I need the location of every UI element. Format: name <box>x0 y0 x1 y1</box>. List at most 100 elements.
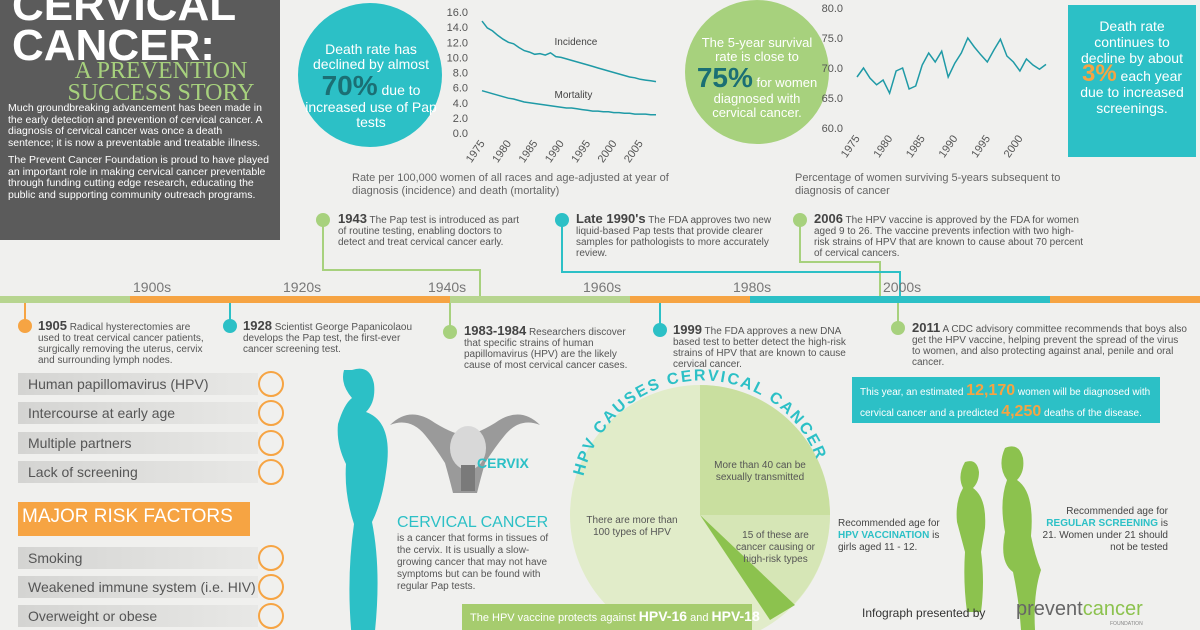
pie-label: 15 of these are cancer causing or high-r… <box>736 530 815 565</box>
risk-factor: Lack of screening <box>18 461 258 483</box>
x-tick-label: 2005 <box>622 138 646 165</box>
series-line <box>481 89 656 116</box>
connectors <box>322 220 881 296</box>
event-dots <box>18 213 905 339</box>
paragraph: Much groundbreaking advancement has been… <box>8 102 262 149</box>
series-label: Incidence <box>555 37 598 48</box>
event-year: 1928 <box>243 318 272 333</box>
risk-factor: Human papillomavirus (HPV) <box>18 373 258 395</box>
presented-by: Infograph presented by <box>862 606 986 620</box>
cervix-label: CERVIX <box>477 455 529 471</box>
stat: Death rate has declined by almost 70% du… <box>305 42 437 130</box>
intro: Much groundbreaking advancement has been… <box>8 102 270 201</box>
decade-label: 1980s <box>733 279 772 295</box>
y-tick-label: 70.0 <box>822 63 843 75</box>
y-tick-label: 0.0 <box>453 128 468 140</box>
event: 1999 The FDA approves a new DNA based te… <box>673 322 848 370</box>
recommendation-text: is 21. Women under 21 should not be test… <box>1042 518 1168 553</box>
brand-sub: FOUNDATION <box>1110 621 1143 627</box>
header-panel <box>0 0 280 240</box>
risk-factor: Smoking <box>18 547 258 569</box>
recommendation-text: Recommended age for <box>838 518 940 529</box>
x-tick-label: 1995 <box>969 133 993 160</box>
vaccine-text: The HPV vaccine protects against HPV-16 … <box>470 608 760 624</box>
pie-label: More than 40 can be sexually transmitted <box>714 460 806 483</box>
timeline-bar <box>750 296 1050 303</box>
brand-text: prevent <box>1016 598 1083 620</box>
event: 1928 Scientist George Papanicolaou devel… <box>243 318 418 355</box>
event-year: 1999 <box>673 322 702 337</box>
recommendation-highlight: HPV VACCINATION <box>838 530 930 541</box>
event: 2011 A CDC advisory committee recommends… <box>912 320 1187 368</box>
stat-text: each year due to increased screenings. <box>1080 68 1184 116</box>
risk-factor: Multiple partners <box>18 432 258 454</box>
stat-box <box>1068 5 1196 157</box>
brand-text: cancer <box>1082 598 1143 620</box>
decade-label: 1900s <box>133 279 172 295</box>
stat-circle <box>298 3 442 147</box>
event-text: Scientist George Papanicolaou develops t… <box>243 322 413 355</box>
stat-text: Death rate continues to decline by about <box>1081 18 1183 66</box>
x-tick-label: 1990 <box>937 133 961 160</box>
event-text: The HPV vaccine is approved by the FDA f… <box>814 215 1084 259</box>
x-tick-label: 1975 <box>464 138 488 165</box>
cervical-heading: CERVICAL CANCER <box>397 514 549 531</box>
x-tick-label: 1980 <box>871 133 895 160</box>
timeline-bar <box>1050 296 1200 303</box>
stat-text: The 5-year survival rate is close to <box>701 35 813 64</box>
event-year: 1905 <box>38 318 67 333</box>
y-tick-label: 60.0 <box>822 123 843 135</box>
decade-label: 1920s <box>283 279 322 295</box>
silhouette <box>337 368 388 630</box>
paragraph: The Prevent Cancer Foundation is proud t… <box>8 154 269 201</box>
stat-value: 75% <box>696 62 753 93</box>
caption: Percentage of women surviving 5-years su… <box>795 172 1061 197</box>
event-year: 1983-1984 <box>464 323 527 338</box>
stat-value: 3% <box>1081 60 1117 87</box>
subtitle: A PREVENTION SUCCESS STORY <box>67 58 255 106</box>
event: Late 1990's The FDA approves two new liq… <box>576 212 776 259</box>
vaccine-bar <box>462 604 752 630</box>
y-tick-label: 80.0 <box>822 3 843 15</box>
event: 1905 Radical hysterectomies are used to … <box>38 318 210 366</box>
risk-factor: Intercourse at early age <box>18 402 258 424</box>
estimate-text: deaths of the disease. <box>1044 408 1142 419</box>
recommendation-text: Recommended age for <box>1066 506 1168 517</box>
estimate-text: This year, an estimated <box>860 387 964 398</box>
connector <box>561 220 901 296</box>
risk-factor: Overweight or obese <box>18 605 258 627</box>
y-tick-label: 6.0 <box>453 83 468 95</box>
stat: The 5-year survival rate is close to 75%… <box>690 36 824 120</box>
silhouette <box>956 461 986 612</box>
stat: Death rate continues to decline by about… <box>1074 18 1190 116</box>
timeline-bar <box>450 296 630 303</box>
event: 2006 The HPV vaccine is approved by the … <box>814 212 1089 259</box>
event-year: 2011 <box>912 320 941 335</box>
pie-slice <box>700 515 795 620</box>
x-tick-label: 1980 <box>490 138 514 165</box>
pie-label: There are more than 100 types of HPV <box>586 515 678 538</box>
y-tick-label: 14.0 <box>447 22 468 34</box>
x-tick-label: 2000 <box>596 138 620 165</box>
event-text: A CDC advisory committee recommends that… <box>912 324 1187 368</box>
y-tick-label: 75.0 <box>822 33 843 45</box>
title: CERVICAL CANCER: <box>12 0 236 70</box>
timeline-bar <box>630 296 750 303</box>
event: 1943 The Pap test is introduced as part … <box>338 212 523 248</box>
y-tick-label: 2.0 <box>453 113 468 125</box>
estimate-value: 4,250 <box>1001 403 1042 420</box>
timeline-bar <box>130 296 450 303</box>
brand: preventcancer <box>1016 598 1143 621</box>
estimate-value: 12,170 <box>966 382 1016 399</box>
recommendation-text: is girls aged 11 - 12. <box>838 530 940 553</box>
x-tick-label: 1990 <box>543 138 567 165</box>
x-tick-label: 1985 <box>517 138 541 165</box>
risk-icons <box>258 371 284 629</box>
uterus-illustration <box>390 414 540 493</box>
stat-text: due to increased use of Pap tests <box>305 82 437 130</box>
decade-label: 1940s <box>428 279 467 295</box>
y-tick-label: 4.0 <box>453 98 468 110</box>
vaccine-text-part: The HPV vaccine protects against <box>470 612 636 624</box>
